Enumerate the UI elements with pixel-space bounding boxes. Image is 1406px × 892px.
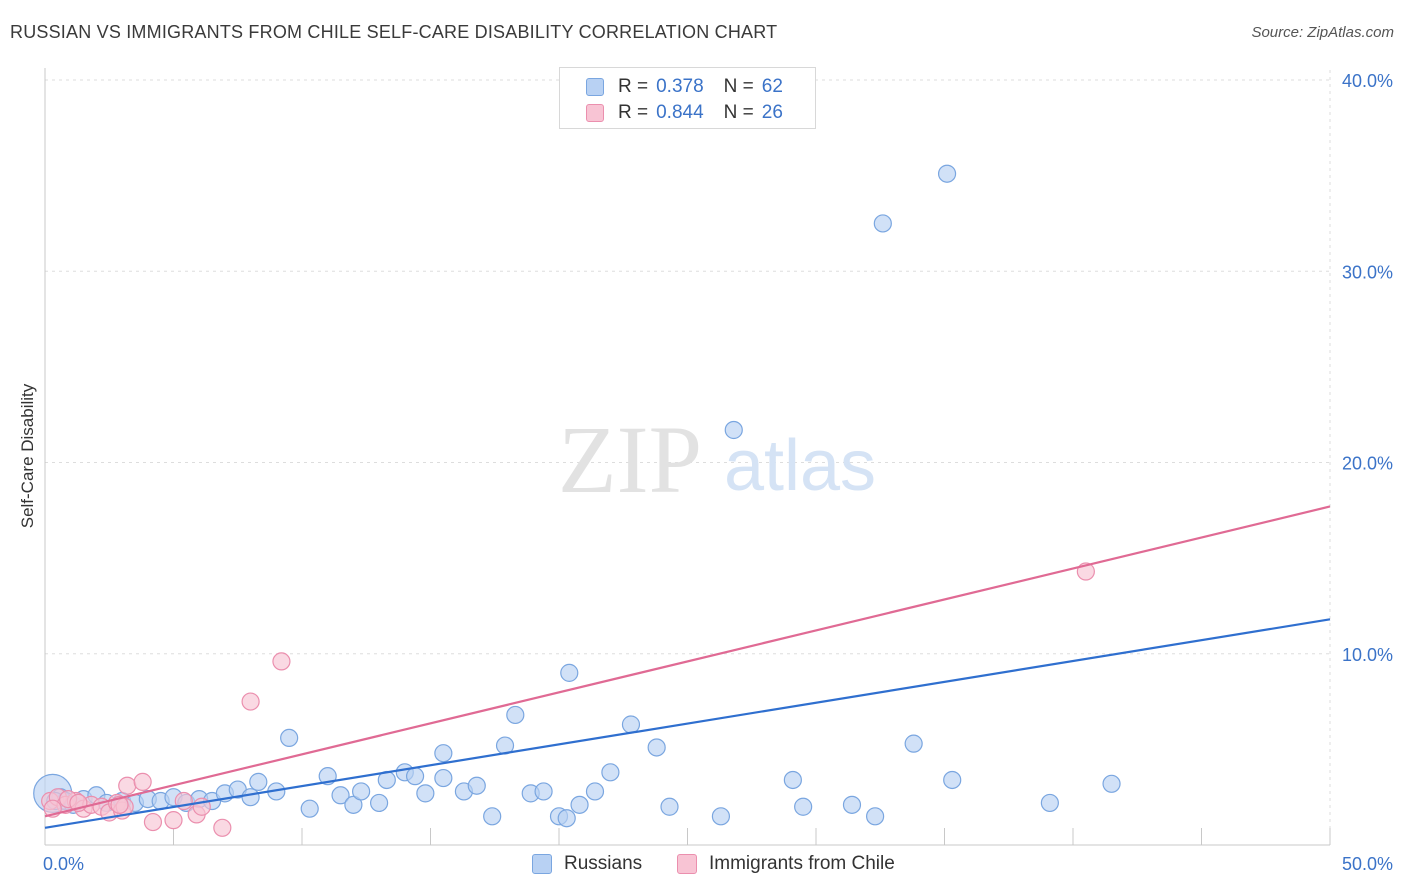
- bottom-legend-label-russians: Russians: [564, 853, 643, 874]
- y-tick-label: 10.0%: [1342, 645, 1393, 665]
- legend-r-value: 0.844: [656, 102, 704, 123]
- legend-r-value: 0.378: [656, 76, 704, 97]
- data-point-russians: [1102, 774, 1121, 793]
- data-point-chile: [133, 772, 152, 791]
- data-points: [33, 164, 1121, 837]
- x-tick-label: 50.0%: [1342, 854, 1393, 874]
- y-tick-label: 20.0%: [1342, 454, 1393, 474]
- data-point-russians: [557, 809, 576, 828]
- data-point-chile: [272, 652, 291, 671]
- data-point-russians: [506, 705, 525, 725]
- trend-line-chile: [44, 505, 1331, 818]
- chart-title: RUSSIAN VS IMMIGRANTS FROM CHILE SELF-CA…: [10, 22, 778, 42]
- data-point-chile: [110, 795, 129, 814]
- data-point-russians: [601, 763, 620, 782]
- data-point-russians: [904, 734, 923, 753]
- data-point-russians: [866, 807, 885, 826]
- data-point-russians: [585, 782, 605, 801]
- legend-row-chile: R = 0.844 N = 26: [586, 101, 783, 125]
- data-point-russians: [416, 784, 435, 803]
- data-point-russians: [783, 770, 802, 790]
- data-point-russians: [647, 738, 666, 757]
- data-point-russians: [842, 795, 862, 814]
- bottom-legend-chile: Immigrants from Chile: [677, 852, 895, 876]
- data-point-russians: [300, 799, 319, 818]
- bottom-legend-swatch-russians: [532, 854, 552, 874]
- data-point-russians: [724, 420, 743, 440]
- data-point-russians: [483, 807, 502, 826]
- data-point-russians: [241, 788, 260, 807]
- bottom-legend-label-chile: Immigrants from Chile: [709, 853, 895, 874]
- legend: R = 0.378 N = 62 R = 0.844 N = 26: [559, 67, 816, 129]
- data-point-russians: [280, 728, 299, 748]
- grid: [45, 70, 1331, 845]
- data-point-russians: [331, 786, 350, 805]
- data-point-russians: [434, 744, 453, 763]
- data-point-russians: [943, 770, 962, 790]
- data-point-russians: [352, 782, 371, 801]
- y-axis-label: Self-Care Disability: [18, 383, 37, 529]
- legend-n-label: N =: [723, 102, 754, 123]
- trend-line-russians: [44, 618, 1331, 829]
- data-point-chile: [241, 692, 260, 711]
- data-point-russians: [621, 715, 641, 734]
- legend-n-value: 26: [761, 102, 783, 123]
- watermark-atlas: atlas: [724, 426, 876, 506]
- data-point-russians: [560, 663, 579, 682]
- data-point-russians: [794, 797, 813, 816]
- axes: [44, 68, 1331, 846]
- legend-r-label: R =: [618, 76, 649, 97]
- data-point-russians: [873, 214, 892, 233]
- data-point-russians: [570, 795, 589, 814]
- data-point-russians: [534, 782, 553, 801]
- data-point-russians: [937, 164, 957, 183]
- legend-swatch-chile: [586, 104, 604, 122]
- data-point-russians: [711, 807, 731, 826]
- trend-lines: [44, 505, 1331, 829]
- legend-r-label: R =: [618, 102, 649, 123]
- y-tick-label: 30.0%: [1342, 262, 1393, 282]
- data-point-russians: [467, 776, 486, 795]
- data-point-russians: [434, 768, 453, 788]
- y-tick-label: 40.0%: [1342, 71, 1393, 91]
- legend-n-label: N =: [723, 76, 754, 97]
- bottom-legend-swatch-chile: [677, 854, 697, 874]
- source-credit: Source: ZipAtlas.com: [1251, 24, 1394, 41]
- data-point-russians: [249, 772, 268, 791]
- bottom-legend-russians: Russians: [532, 852, 642, 876]
- data-point-chile: [164, 811, 183, 830]
- legend-row-russians: R = 0.378 N = 62: [586, 75, 783, 99]
- x-tick-label: 0.0%: [43, 854, 84, 874]
- legend-n-value: 62: [761, 76, 783, 97]
- data-point-russians: [344, 795, 363, 814]
- data-point-chile: [143, 812, 163, 832]
- data-point-chile: [213, 818, 232, 837]
- data-point-chile: [118, 776, 137, 795]
- watermark-zip: ZIP: [558, 406, 702, 513]
- legend-swatch-russians: [586, 78, 604, 96]
- data-point-russians: [1040, 793, 1059, 813]
- data-point-russians: [660, 797, 679, 816]
- tick-labels: 10.0% 20.0% 30.0% 40.0% 0.0% 50.0%: [43, 71, 1393, 874]
- watermark: ZIP atlas: [558, 406, 876, 513]
- data-point-russians: [370, 793, 389, 813]
- data-point-russians: [405, 767, 425, 786]
